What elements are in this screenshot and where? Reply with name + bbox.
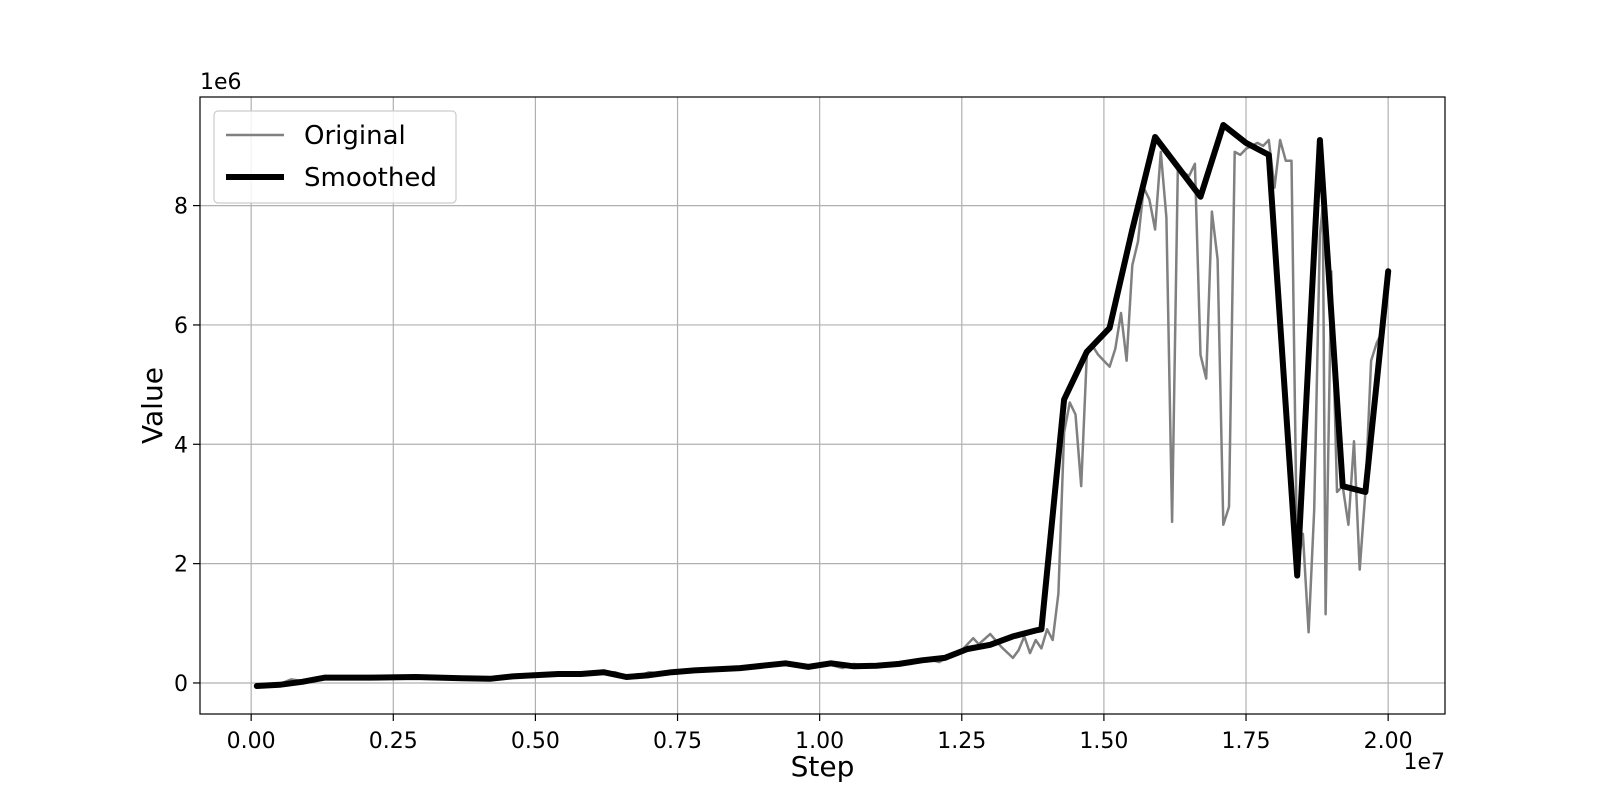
series-line-original bbox=[255, 138, 1390, 688]
axis-ticks: 0.00 0.25 0.50 0.75 1.00 1.25 1.50 1.75 2.00 0 2 4 6… bbox=[174, 195, 1413, 754]
legend-label-original: Original bbox=[304, 121, 406, 151]
x-tick-label: 0.50 bbox=[511, 729, 560, 754]
x-tick-label: 1.25 bbox=[937, 729, 986, 754]
plot-frame bbox=[199, 96, 1446, 715]
series-line-smoothed bbox=[253, 122, 1392, 689]
y-axis-title: Value bbox=[136, 367, 169, 444]
x-tick-label: 0.00 bbox=[227, 729, 276, 754]
legend-label-smoothed: Smoothed bbox=[304, 163, 437, 193]
y-tick-label: 6 bbox=[174, 314, 188, 339]
x-tick-label: 1.00 bbox=[795, 729, 844, 754]
y-tick-label: 0 bbox=[174, 672, 188, 697]
grid bbox=[200, 97, 1445, 714]
y-axis-exponent-label: 1e6 bbox=[200, 70, 242, 95]
x-tick-label: 1.75 bbox=[1222, 729, 1271, 754]
x-tick-label: 2.00 bbox=[1364, 729, 1413, 754]
y-tick-label: 8 bbox=[174, 195, 188, 220]
legend: Original Smoothed bbox=[213, 110, 457, 204]
x-axis-exponent-label: 1e7 bbox=[1403, 750, 1445, 775]
x-tick-label: 0.75 bbox=[653, 729, 702, 754]
y-tick-label: 4 bbox=[174, 433, 188, 458]
x-axis-title: Step bbox=[791, 750, 855, 783]
series-lines bbox=[253, 122, 1392, 689]
x-tick-label: 0.25 bbox=[369, 729, 418, 754]
x-tick-label: 1.50 bbox=[1079, 729, 1128, 754]
y-tick-label: 2 bbox=[174, 553, 188, 578]
